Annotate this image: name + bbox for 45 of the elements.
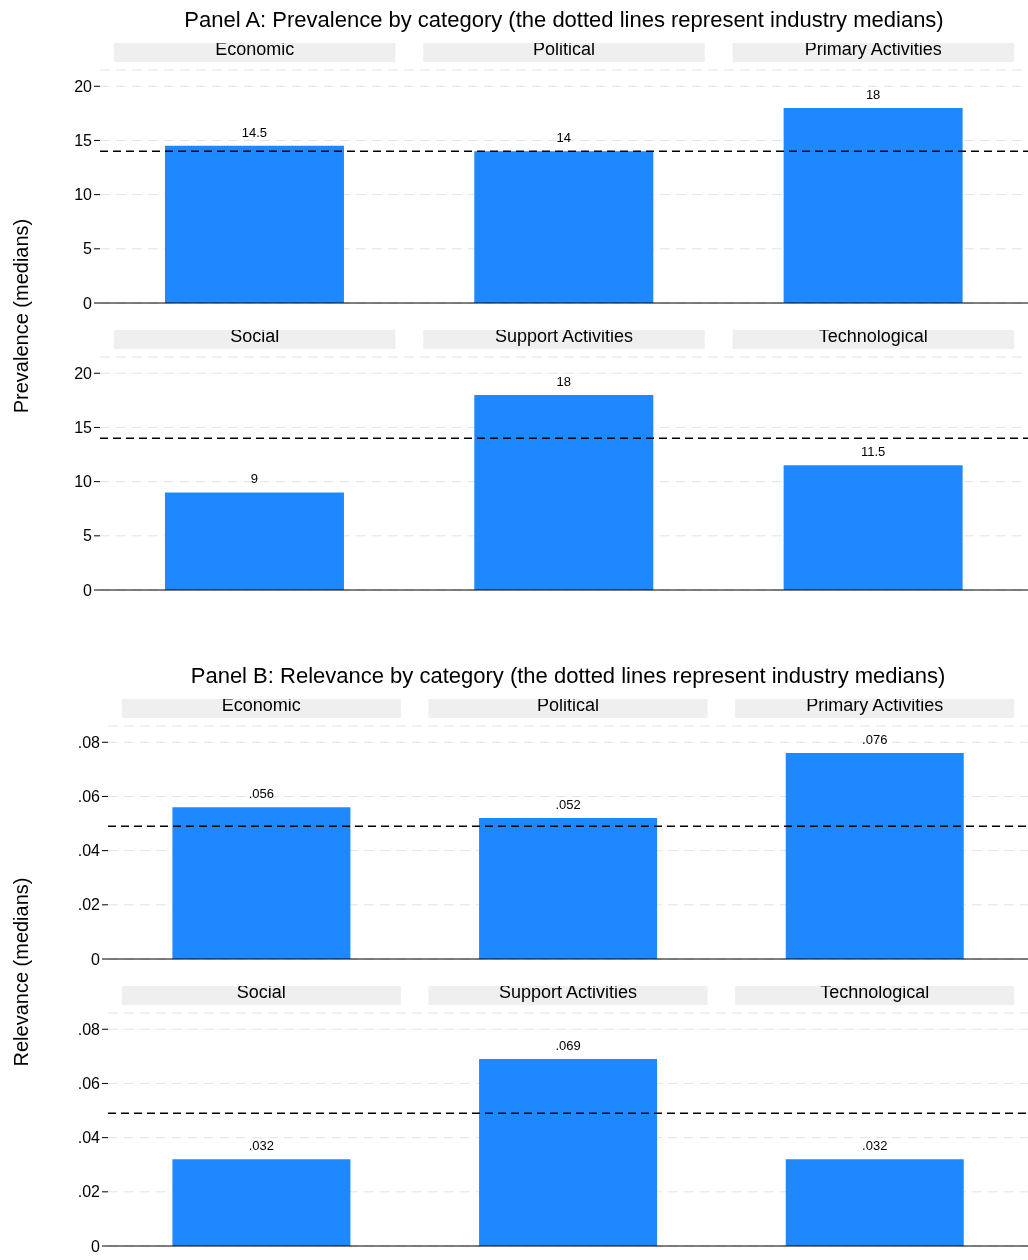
data-label: 11.5 [860, 444, 886, 460]
data-label: .076 [862, 732, 888, 748]
data-label: .032 [248, 1138, 275, 1154]
y-tick-label: 20 [74, 364, 93, 382]
y-tick-label: .04 [77, 842, 101, 860]
y-tick-label: 5 [83, 527, 93, 545]
chart-title: Panel A: Prevalence by category (the dotted lines represent industry medians) [183, 7, 945, 33]
bar [474, 151, 654, 303]
y-tick-label: .02 [77, 1183, 101, 1201]
y-tick-label: 0 [83, 581, 93, 599]
y-tick-label: .08 [77, 733, 101, 751]
bar [172, 807, 351, 959]
bar [479, 818, 658, 959]
data-label: .032 [862, 1138, 888, 1154]
bar [783, 107, 963, 303]
y-tick-label: 0 [91, 1237, 101, 1255]
bar [783, 465, 963, 590]
y-tick-label: .04 [77, 1129, 101, 1147]
data-label: 14 [556, 130, 572, 146]
bar [474, 394, 654, 590]
bar [164, 145, 344, 303]
y-tick-label: .08 [77, 1020, 101, 1038]
y-tick-label: .06 [77, 788, 101, 806]
y-tick-label: .06 [77, 1075, 101, 1093]
y-tick-label: 0 [91, 950, 101, 968]
y-tick-label: 10 [74, 186, 93, 204]
y-tick-label: 10 [74, 473, 93, 491]
y-tick-label: 15 [74, 132, 93, 150]
bar [164, 492, 344, 590]
data-label: .069 [555, 1038, 581, 1054]
y-tick-label: .02 [77, 896, 101, 914]
data-label: .056 [248, 786, 275, 802]
y-tick-label: 15 [74, 419, 93, 437]
data-label: .052 [555, 797, 581, 813]
data-label: 14.5 [241, 124, 268, 140]
data-label: 18 [865, 86, 881, 102]
data-label: 18 [556, 373, 572, 389]
y-axis-title: Relevance (medians) [9, 876, 33, 1069]
y-tick-label: 5 [83, 240, 93, 258]
y-tick-label: 0 [83, 294, 93, 312]
y-axis-title: Prevalence (medians) [9, 217, 33, 416]
data-label: 9 [250, 471, 259, 487]
bar [785, 753, 964, 959]
y-tick-label: 20 [74, 77, 93, 95]
chart-title: Panel B: Relevance by category (the dotted lines represent industry medians) [189, 663, 947, 689]
